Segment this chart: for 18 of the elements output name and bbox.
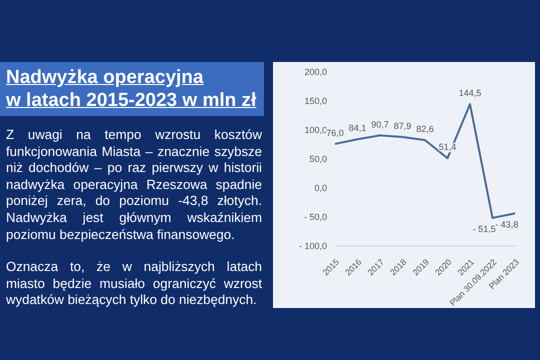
data-label: 76,0 — [326, 128, 344, 138]
y-tick-label: 100,0 — [304, 125, 327, 136]
data-label: 90,7 — [371, 119, 389, 130]
data-label: - 51,5 — [472, 224, 496, 234]
y-tick-label: 200,0 — [304, 67, 327, 78]
y-tick-label: 0,0 — [314, 183, 327, 194]
text: Z uwagi na tempo wzrostu kosztów funkcjonowania Miasta – znacznie szybsze niż dochodów – po raz pierwszy w historii nadwyżka operacyjna Rzeszowa spadnie poniżej zera, do poziomu -43,8 złotych. Nadwyżka jest głównym wskaźnikiem poziomu bezpieczeństwa finansowego. — [6, 127, 262, 244]
text: Oznacza to, że w najbliższych latach miasto będzie musiało ograniczyć wzrost wydatków bieżących tylko do niezbędnych. — [6, 259, 262, 309]
data-label: - 43,8 — [495, 219, 518, 230]
data-label: 144,5 — [458, 88, 482, 98]
y-tick-label: - 50,0 — [304, 212, 327, 222]
data-label: 82,6 — [416, 124, 434, 134]
data-label: 87,9 — [394, 121, 412, 132]
y-tick-label: 150,0 — [304, 96, 327, 106]
y-tick-label: 50,0 — [309, 154, 327, 164]
data-label: 84,1 — [348, 123, 366, 134]
y-tick-label: - 100,0 — [298, 241, 327, 252]
text: Nadwyżka operacyjna w latach 2015-2023 w mln zł — [6, 66, 258, 112]
